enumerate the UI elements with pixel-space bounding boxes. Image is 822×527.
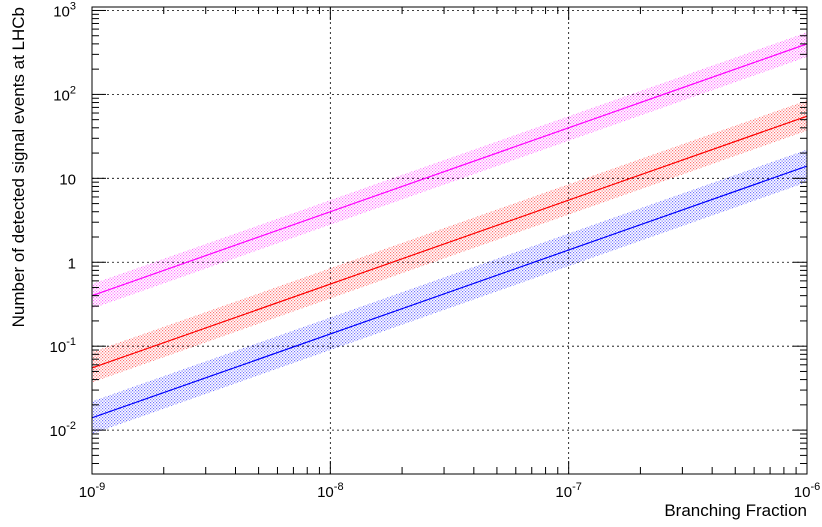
plot-frame	[91, 6, 808, 475]
series-lines	[91, 43, 808, 419]
axis-ticks	[91, 7, 808, 475]
series-line-1	[91, 115, 808, 369]
y-tick-label: 10-1	[50, 336, 76, 356]
series-line-2	[91, 165, 808, 419]
x-tick-label: 10-9	[79, 481, 105, 501]
y-tick-label: 1	[68, 255, 76, 272]
y-axis-title: Number of detected signal events at LHCb	[9, 7, 28, 327]
y-tick-label: 103	[53, 0, 76, 20]
x-tick-label: 10-6	[794, 481, 820, 501]
y-tick-label: 10	[59, 171, 76, 188]
x-tick-label: 10-7	[555, 481, 581, 501]
tick-labels: 10-9 10-8 10-7 10-6 10-2 10-1 1 10 102 103	[50, 0, 821, 501]
uncertainty-bands	[92, 32, 807, 434]
series-line-0	[91, 43, 808, 297]
x-axis-title: Branching Fraction	[664, 501, 807, 520]
uncertainty-band-0	[92, 32, 807, 309]
uncertainty-band-1	[92, 100, 807, 383]
x-tick-label: 10-8	[317, 481, 343, 501]
y-tick-label: 102	[53, 84, 76, 104]
y-tick-label: 10-2	[50, 420, 76, 440]
